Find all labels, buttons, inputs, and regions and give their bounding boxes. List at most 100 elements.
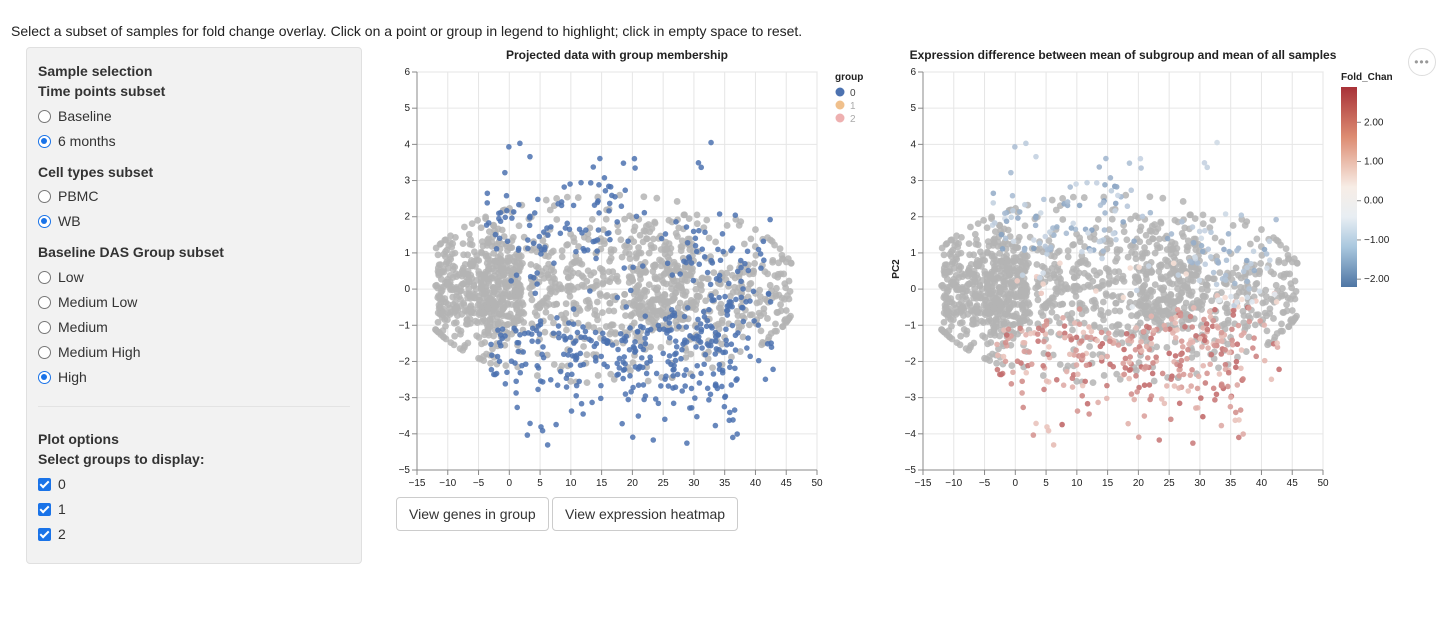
data-point[interactable] [653,295,661,303]
data-point[interactable] [745,267,752,274]
data-point[interactable] [773,327,780,335]
data-point[interactable] [563,193,571,201]
data-point[interactable] [702,297,710,305]
data-point[interactable] [782,258,790,266]
data-point[interactable] [1205,345,1211,351]
data-point[interactable] [639,263,646,269]
data-point[interactable] [600,237,608,245]
data-point[interactable] [698,370,704,377]
data-point[interactable] [1110,230,1117,237]
data-point[interactable] [484,255,492,263]
data-point[interactable] [1184,243,1192,251]
data-point[interactable] [478,283,486,291]
data-point[interactable] [637,338,644,346]
data-point[interactable] [1145,263,1152,269]
data-point[interactable] [1273,299,1280,305]
data-point[interactable] [627,325,633,331]
data-point[interactable] [1140,328,1147,335]
data-point[interactable] [681,313,688,320]
data-point[interactable] [1035,338,1041,344]
data-point[interactable] [494,253,502,261]
data-point[interactable] [972,303,980,311]
data-point[interactable] [607,370,615,378]
data-point[interactable] [679,346,685,353]
data-point[interactable] [638,355,645,361]
data-point[interactable] [1176,372,1183,379]
data-point[interactable] [1139,286,1147,294]
data-point[interactable] [1193,405,1199,411]
data-point[interactable] [699,246,706,252]
data-point[interactable] [1176,400,1183,407]
data-point[interactable] [463,316,471,324]
data-point[interactable] [599,226,607,234]
data-point[interactable] [1207,361,1213,368]
data-point[interactable] [603,292,611,299]
data-point[interactable] [1086,411,1092,417]
data-point[interactable] [572,338,579,344]
data-point[interactable] [1178,351,1184,358]
data-point[interactable] [1177,261,1185,269]
data-point[interactable] [1156,437,1163,443]
data-point[interactable] [1008,381,1015,387]
data-point[interactable] [768,340,774,346]
data-point[interactable] [1179,343,1186,350]
data-point[interactable] [432,244,440,252]
data-point[interactable] [488,366,495,373]
data-point[interactable] [472,317,480,325]
data-point[interactable] [1163,262,1171,270]
data-point[interactable] [1232,292,1240,300]
data-point[interactable] [515,222,523,230]
data-point[interactable] [728,353,735,361]
data-point[interactable] [1131,238,1137,244]
data-point[interactable] [1234,341,1241,348]
data-point[interactable] [1221,246,1227,253]
data-point[interactable] [1214,292,1220,299]
data-point[interactable] [1041,323,1048,329]
data-point[interactable] [716,211,723,217]
data-point[interactable] [1156,308,1164,316]
legend-symbol[interactable] [835,87,845,97]
data-point[interactable] [677,284,685,291]
data-point[interactable] [497,332,504,338]
data-point[interactable] [1173,280,1181,287]
data-point[interactable] [685,215,693,223]
data-point[interactable] [604,363,611,370]
data-point[interactable] [991,228,999,236]
data-point[interactable] [522,361,529,367]
data-point[interactable] [704,275,712,283]
data-point[interactable] [969,316,977,324]
radio-icon[interactable] [38,320,51,334]
data-point[interactable] [1210,385,1217,392]
data-point[interactable] [1229,222,1237,229]
data-point[interactable] [957,263,965,271]
data-point[interactable] [625,396,632,403]
data-point[interactable] [1273,236,1280,244]
data-point[interactable] [597,395,604,402]
data-point[interactable] [940,251,948,259]
data-point[interactable] [1122,355,1129,362]
data-point[interactable] [974,220,982,227]
data-point[interactable] [1264,265,1270,271]
data-point[interactable] [724,307,731,314]
data-point[interactable] [1251,321,1259,329]
data-point[interactable] [694,325,700,331]
data-point[interactable] [1112,200,1119,207]
data-point[interactable] [526,215,533,221]
data-point[interactable] [723,326,729,333]
data-point[interactable] [721,403,728,410]
data-point[interactable] [1008,362,1016,369]
data-point[interactable] [632,165,638,171]
data-point[interactable] [1149,370,1156,377]
data-point[interactable] [542,302,550,310]
data-point[interactable] [1146,193,1154,201]
data-point[interactable] [565,320,572,326]
data-point[interactable] [1187,270,1195,278]
data-point[interactable] [1198,242,1205,249]
data-point[interactable] [517,140,523,147]
data-point[interactable] [726,280,732,287]
data-point[interactable] [1291,277,1299,285]
data-point[interactable] [587,180,594,186]
data-point[interactable] [565,352,571,358]
data-point[interactable] [496,235,503,242]
data-point[interactable] [743,299,749,305]
